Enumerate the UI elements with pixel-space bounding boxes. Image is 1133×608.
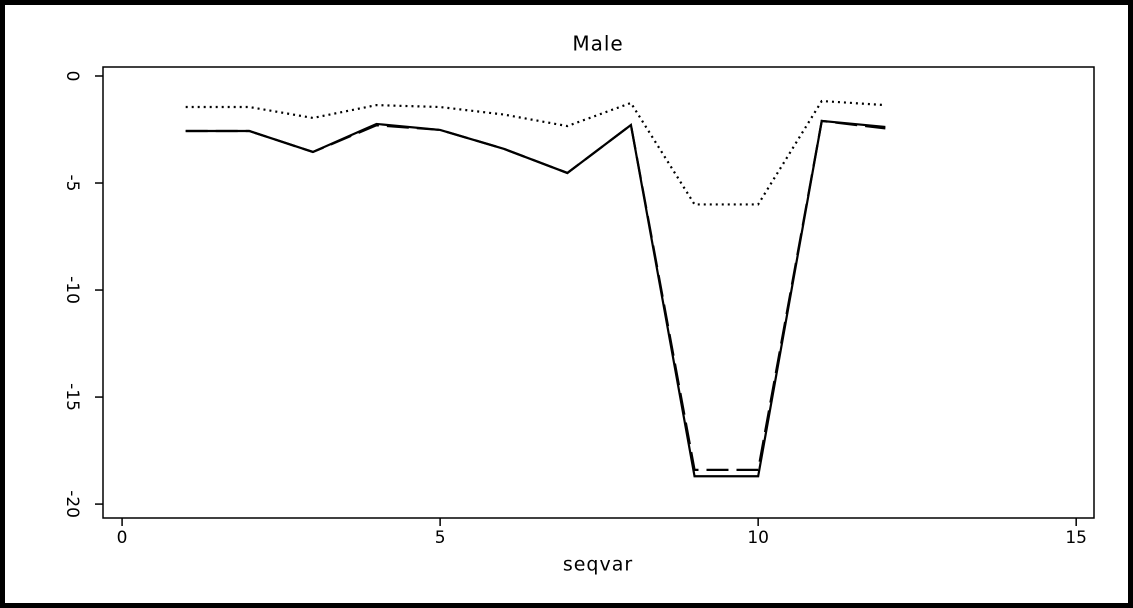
y-tick-label: 0	[62, 71, 82, 82]
x-tick-label: 10	[747, 528, 769, 548]
x-axis-label: seqvar	[563, 554, 633, 576]
y-tick-label: -20	[62, 490, 82, 518]
x-tick-label: 5	[435, 528, 446, 548]
series-line	[185, 119, 886, 471]
y-tick-label: -15	[62, 383, 82, 411]
plot-area	[102, 66, 1095, 519]
x-tick-label: 0	[117, 528, 128, 548]
chart-title: Male	[572, 32, 623, 56]
y-tick-label: -5	[62, 175, 82, 192]
x-tick-label: 15	[1065, 528, 1087, 548]
y-tick-label: -10	[62, 276, 82, 304]
